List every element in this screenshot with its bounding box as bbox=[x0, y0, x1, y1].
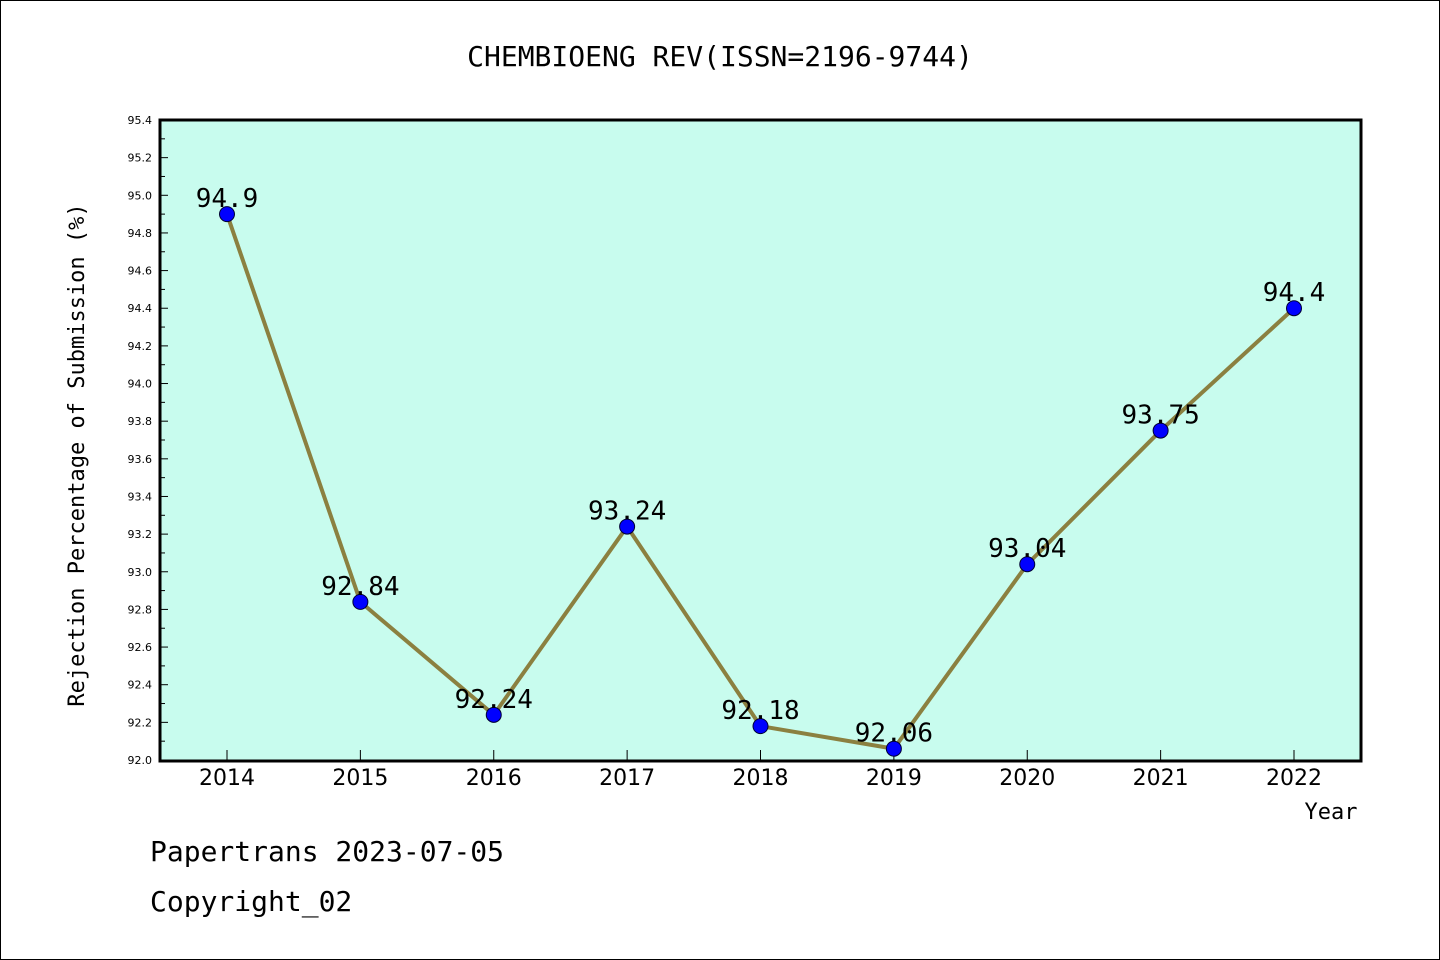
data-point bbox=[485, 706, 502, 723]
x-tick-label: 2020 bbox=[999, 766, 1055, 791]
x-tick-label: 2015 bbox=[332, 766, 388, 791]
y-tick-label: 92.2 bbox=[128, 716, 153, 729]
y-tick-label: 95.0 bbox=[128, 189, 153, 202]
x-axis: 2014 2015 2016 2017 2018 2019 2020 2021 2022 bbox=[199, 750, 1322, 791]
data-label: 93.75 bbox=[1121, 401, 1199, 431]
y-tick-label: 94.4 bbox=[128, 302, 153, 315]
y-tick-label: 94.2 bbox=[128, 340, 153, 353]
y-tick-label: 93.6 bbox=[128, 453, 153, 466]
chart-title: CHEMBIOENG REV(ISSN=2196-9744) bbox=[467, 40, 973, 73]
data-label: 92.84 bbox=[321, 572, 399, 602]
footer-date: Papertrans 2023-07-05 bbox=[150, 835, 505, 868]
data-label: 94.9 bbox=[196, 184, 259, 214]
data-point bbox=[352, 593, 369, 610]
y-tick-label: 95.4 bbox=[128, 114, 153, 127]
x-tick-label: 2014 bbox=[199, 766, 255, 791]
x-tick-label: 2019 bbox=[866, 766, 922, 791]
data-label: 93.04 bbox=[988, 534, 1066, 564]
data-label: 93.24 bbox=[588, 497, 666, 527]
y-tick-label: 93.2 bbox=[128, 528, 153, 541]
y-tick-label: 92.8 bbox=[128, 603, 153, 616]
y-tick-label: 93.4 bbox=[128, 490, 153, 503]
y-tick-label: 93.0 bbox=[128, 566, 153, 579]
data-label: 92.06 bbox=[855, 719, 933, 749]
data-point bbox=[1019, 556, 1036, 573]
x-tick-label: 2016 bbox=[466, 766, 522, 791]
y-tick-label: 94.0 bbox=[128, 378, 153, 391]
y-tick-label: 94.6 bbox=[128, 265, 153, 278]
plot-area bbox=[158, 118, 1363, 763]
y-tick-label: 92.0 bbox=[128, 754, 153, 767]
x-tick-label: 2018 bbox=[733, 766, 789, 791]
data-point bbox=[1286, 300, 1302, 317]
y-tick-label: 92.6 bbox=[128, 641, 153, 654]
data-point bbox=[1152, 422, 1169, 439]
x-tick-label: 2021 bbox=[1133, 766, 1189, 791]
y-tick-label: 95.2 bbox=[128, 152, 153, 165]
data-point bbox=[752, 718, 769, 735]
x-tick-label: 2017 bbox=[599, 766, 655, 791]
y-tick-label: 93.8 bbox=[128, 415, 153, 428]
y-tick-label: 94.8 bbox=[128, 227, 153, 240]
data-label: 92.18 bbox=[721, 696, 799, 726]
y-tick-label: 92.4 bbox=[128, 679, 153, 692]
x-tick-label: 2022 bbox=[1266, 766, 1322, 791]
data-point bbox=[219, 206, 235, 223]
series: 94.9 92.84 92.24 93.24 92.18 92.06 93.04 93.75 9… bbox=[196, 184, 1326, 757]
data-label: 94.4 bbox=[1263, 278, 1326, 308]
y-axis: 92.0 92.2 92.4 92.6 92.8 93.0 93.2 93.4 93.6 93.8… bbox=[128, 114, 168, 767]
y-axis-label: Rejection Percentage of Submission (%) bbox=[65, 203, 90, 706]
data-point bbox=[885, 740, 902, 757]
x-axis-label: Year bbox=[1305, 800, 1358, 825]
footer-copyright: Copyright_02 bbox=[150, 885, 353, 918]
data-point bbox=[619, 518, 636, 535]
data-label: 92.24 bbox=[455, 685, 533, 715]
